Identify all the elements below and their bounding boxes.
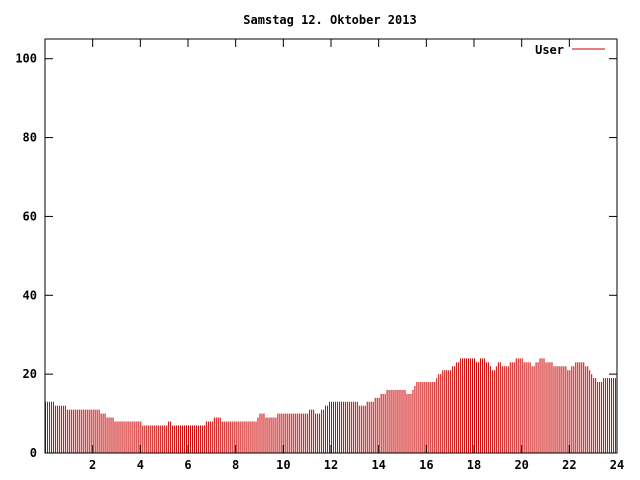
x-tick-label: 20 (514, 458, 528, 472)
x-tick-label: 4 (137, 458, 144, 472)
bar-series (45, 358, 617, 453)
plot-border (44, 38, 618, 454)
x-tick-label: 24 (610, 458, 624, 472)
y-tick-label: 20 (23, 367, 37, 381)
x-tick-label: 2 (89, 458, 96, 472)
chart-title: Samstag 12. Oktober 2013 (243, 13, 416, 27)
x-tick-label: 18 (467, 458, 481, 472)
legend-label-user: User (535, 43, 564, 57)
x-tick-label: 8 (232, 458, 239, 472)
x-tick-label: 16 (419, 458, 433, 472)
y-tick-label: 60 (23, 209, 37, 223)
y-tick-label: 100 (15, 52, 37, 66)
x-tick-label: 14 (371, 458, 385, 472)
y-tick-label: 0 (30, 446, 37, 460)
x-tick-label: 6 (184, 458, 191, 472)
y-tick-label: 80 (23, 131, 37, 145)
y-tick-label: 40 (23, 288, 37, 302)
x-tick-label: 22 (562, 458, 576, 472)
legend: User (535, 43, 605, 57)
x-tick-label: 12 (324, 458, 338, 472)
x-tick-label: 10 (276, 458, 290, 472)
